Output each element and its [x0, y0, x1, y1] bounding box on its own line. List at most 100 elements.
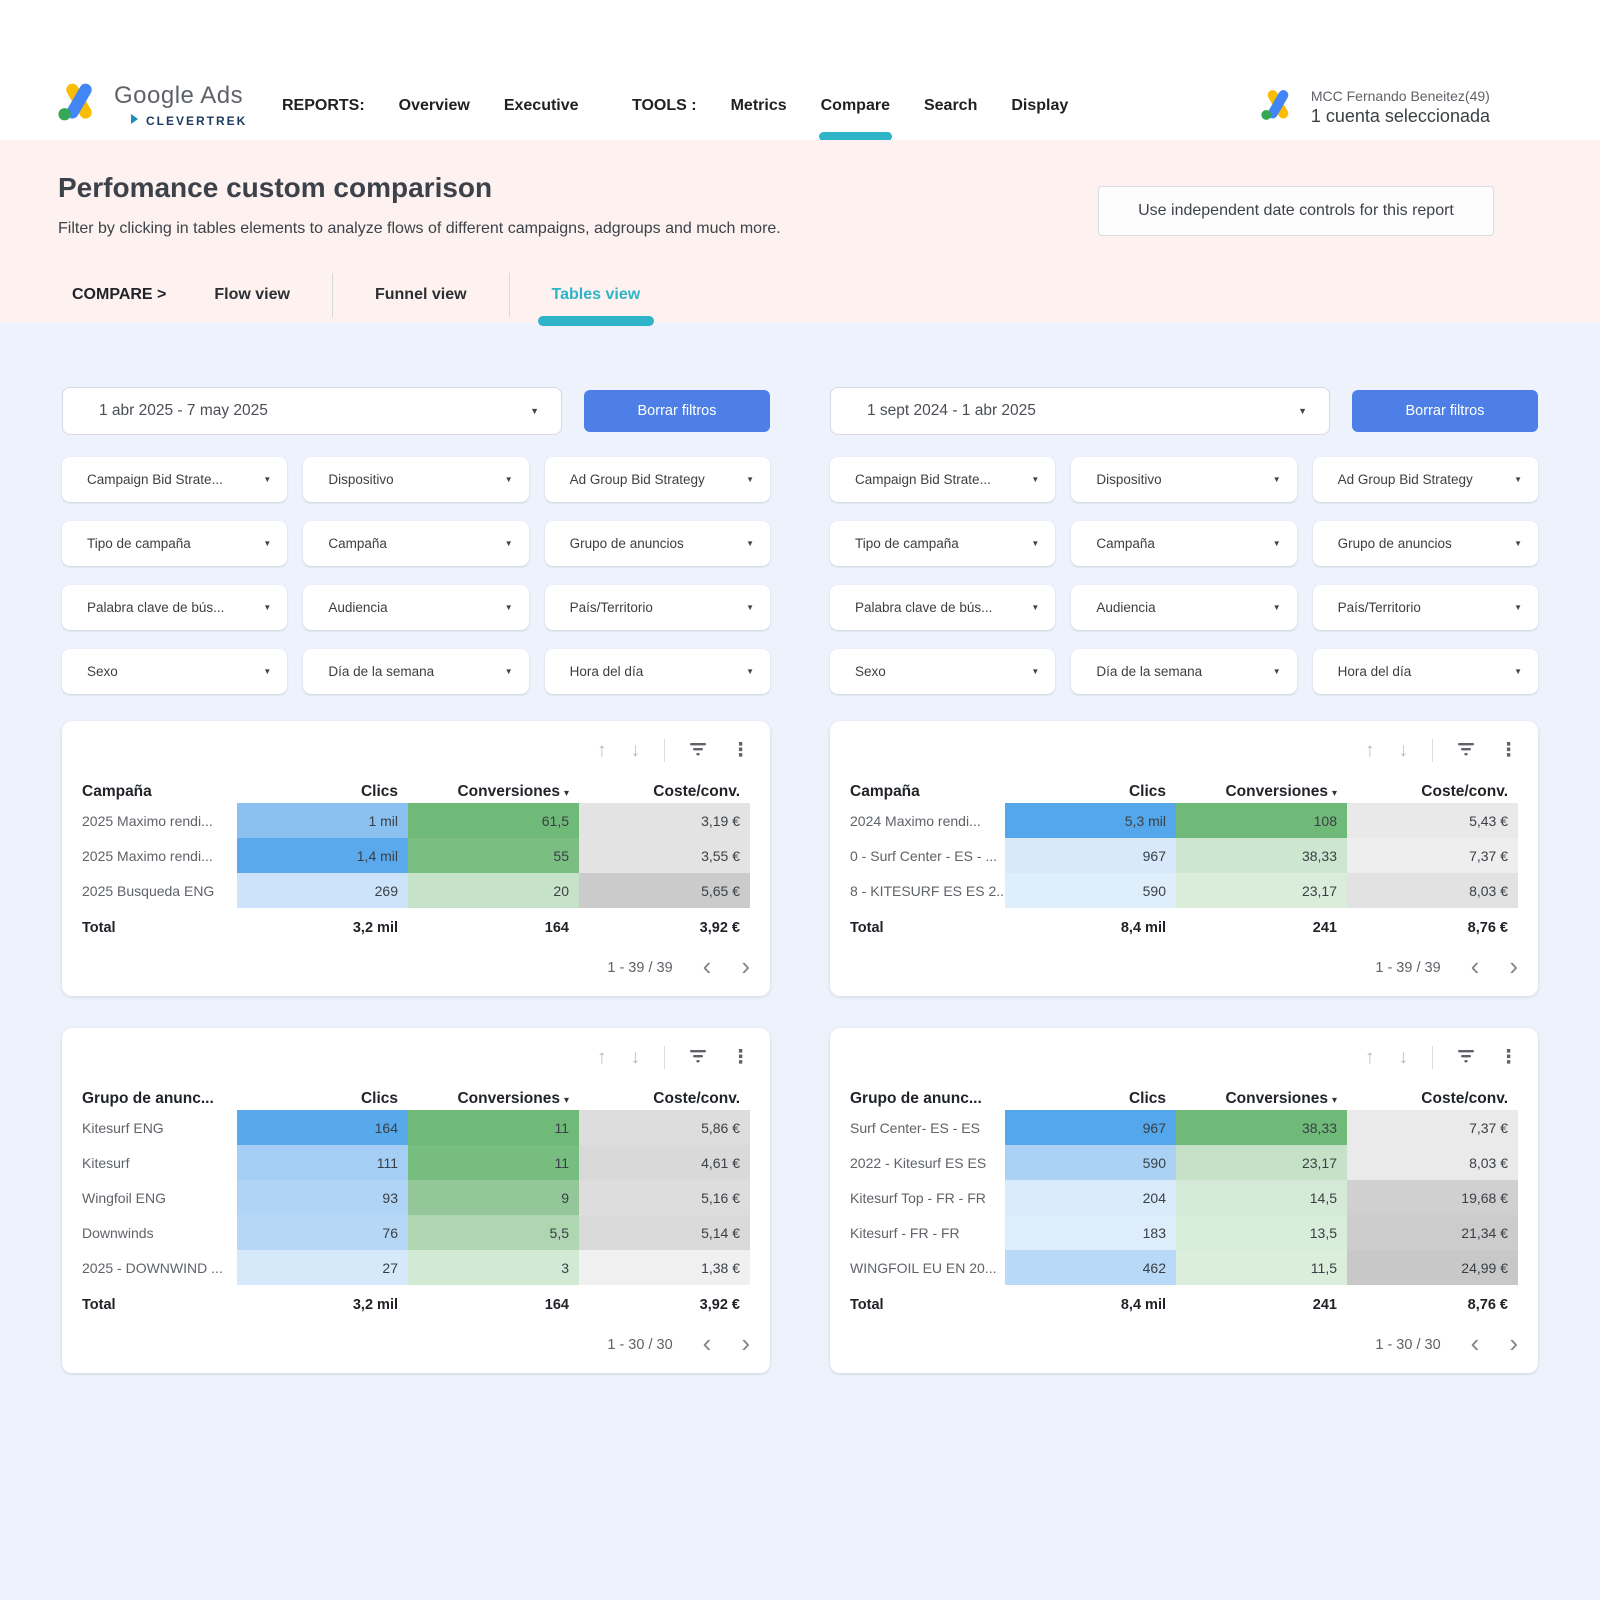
row-metric-cell[interactable]: 24,99 € [1347, 1250, 1518, 1285]
filter-pill-grupo-de-anuncios[interactable]: Grupo de anuncios ▼ [1312, 521, 1538, 566]
filter-pill-pa-s-territorio[interactable]: País/Territorio ▼ [544, 585, 770, 630]
nav-item-executive[interactable]: Executive [503, 97, 579, 114]
row-dimension-cell[interactable]: Kitesurf - FR - FR [850, 1224, 960, 1241]
filter-pill-sexo[interactable]: Sexo ▼ [62, 649, 288, 694]
column-header-conversiones[interactable]: Conversiones ▾ [457, 1090, 569, 1107]
row-metric-cell[interactable]: 3,19 € [579, 803, 750, 838]
filter-pill-tipo-de-campa-a[interactable]: Tipo de campaña ▼ [830, 521, 1056, 566]
row-metric-cell[interactable]: 23,17 [1176, 1145, 1347, 1180]
filter-pill-sexo[interactable]: Sexo ▼ [830, 649, 1056, 694]
row-metric-cell[interactable]: 5,65 € [579, 873, 750, 908]
row-metric-cell[interactable]: 204 [1005, 1180, 1176, 1215]
nav-item-compare[interactable]: Compare [818, 97, 893, 141]
row-metric-cell[interactable]: 27 [237, 1250, 408, 1285]
row-metric-cell[interactable]: 61,5 [408, 803, 579, 838]
filter-pill-palabra-clave-de-b-s-[interactable]: Palabra clave de bús... ▼ [62, 585, 288, 630]
row-dimension-cell[interactable]: 2025 Maximo rendi... [82, 847, 213, 864]
row-metric-cell[interactable]: 8,03 € [1347, 1145, 1518, 1180]
column-header-clics[interactable]: Clics [360, 783, 398, 800]
row-metric-cell[interactable]: 462 [1005, 1250, 1176, 1285]
row-metric-cell[interactable]: 21,34 € [1347, 1215, 1518, 1250]
nav-item-search[interactable]: Search [923, 97, 978, 114]
row-metric-cell[interactable]: 5,3 mil [1005, 803, 1176, 838]
row-dimension-cell[interactable]: 2025 Busqueda ENG [82, 882, 215, 899]
row-dimension-cell[interactable]: Downwinds [82, 1224, 154, 1241]
column-header-conversiones[interactable]: Conversiones ▾ [457, 783, 569, 800]
more-options-icon[interactable]: ⋮ [1499, 739, 1518, 761]
more-options-icon[interactable]: ⋮ [731, 739, 750, 761]
row-dimension-cell[interactable]: Wingfoil ENG [82, 1189, 167, 1206]
row-metric-cell[interactable]: 183 [1005, 1215, 1176, 1250]
column-header-dimension[interactable]: Campaña [82, 783, 152, 800]
filter-pill-grupo-de-anuncios[interactable]: Grupo de anuncios ▼ [544, 521, 770, 566]
row-metric-cell[interactable]: 14,5 [1176, 1180, 1347, 1215]
more-options-icon[interactable]: ⋮ [731, 1046, 750, 1068]
row-metric-cell[interactable]: 3,55 € [579, 838, 750, 873]
filter-pill-campaign-bid-strate-[interactable]: Campaign Bid Strate... ▼ [830, 457, 1056, 502]
column-header-clics[interactable]: Clics [1128, 783, 1166, 800]
row-metric-cell[interactable]: 7,37 € [1347, 838, 1518, 873]
column-header-coste-conv-[interactable]: Coste/conv. [653, 1090, 740, 1107]
row-metric-cell[interactable]: 13,5 [1176, 1215, 1347, 1250]
filter-pill-tipo-de-campa-a[interactable]: Tipo de campaña ▼ [62, 521, 288, 566]
row-metric-cell[interactable]: 967 [1005, 838, 1176, 873]
row-dimension-cell[interactable]: 2025 Maximo rendi... [82, 812, 213, 829]
row-dimension-cell[interactable]: 2025 - DOWNWIND ... [82, 1259, 223, 1276]
column-header-coste-conv-[interactable]: Coste/conv. [653, 783, 740, 800]
row-metric-cell[interactable]: 20 [408, 873, 579, 908]
next-page-icon[interactable]: › [1509, 1328, 1518, 1358]
row-dimension-cell[interactable]: Kitesurf [82, 1154, 130, 1171]
column-header-conversiones[interactable]: Conversiones ▾ [1225, 1090, 1337, 1107]
row-metric-cell[interactable]: 108 [1176, 803, 1347, 838]
date-range-select[interactable]: 1 abr 2025 - 7 may 2025 ▼ [62, 387, 562, 435]
row-metric-cell[interactable]: 11 [408, 1110, 579, 1145]
row-metric-cell[interactable]: 5,86 € [579, 1110, 750, 1145]
sort-descending-icon[interactable]: ↓ [1398, 739, 1409, 761]
row-metric-cell[interactable]: 8,03 € [1347, 873, 1518, 908]
row-metric-cell[interactable]: 11 [408, 1145, 579, 1180]
row-metric-cell[interactable]: 23,17 [1176, 873, 1347, 908]
sort-descending-icon[interactable]: ↓ [630, 739, 641, 761]
row-metric-cell[interactable]: 164 [237, 1110, 408, 1145]
row-metric-cell[interactable]: 111 [237, 1145, 408, 1180]
tab-tables-view[interactable]: Tables view [537, 286, 654, 326]
filter-icon[interactable] [1457, 741, 1475, 760]
nav-item-overview[interactable]: Overview [398, 97, 470, 114]
column-header-clics[interactable]: Clics [360, 1090, 398, 1107]
filter-pill-ad-group-bid-strategy[interactable]: Ad Group Bid Strategy ▼ [1312, 457, 1538, 502]
column-header-clics[interactable]: Clics [1128, 1090, 1166, 1107]
row-metric-cell[interactable]: 38,33 [1176, 1110, 1347, 1145]
row-metric-cell[interactable]: 967 [1005, 1110, 1176, 1145]
filter-pill-pa-s-territorio[interactable]: País/Territorio ▼ [1312, 585, 1538, 630]
prev-page-icon[interactable]: ‹ [702, 951, 712, 981]
independent-date-controls-button[interactable]: Use independent date controls for this r… [1098, 186, 1494, 236]
next-page-icon[interactable]: › [1509, 951, 1518, 981]
filter-pill-campaign-bid-strate-[interactable]: Campaign Bid Strate... ▼ [62, 457, 288, 502]
row-metric-cell[interactable]: 5,43 € [1347, 803, 1518, 838]
next-page-icon[interactable]: › [741, 951, 750, 981]
sort-descending-icon[interactable]: ↓ [1398, 1046, 1409, 1068]
row-metric-cell[interactable]: 4,61 € [579, 1145, 750, 1180]
filter-pill-dispositivo[interactable]: Dispositivo ▼ [303, 457, 529, 502]
prev-page-icon[interactable]: ‹ [1470, 951, 1480, 981]
row-dimension-cell[interactable]: 2024 Maximo rendi... [850, 812, 981, 829]
filter-icon[interactable] [1457, 1048, 1475, 1067]
row-metric-cell[interactable]: 7,37 € [1347, 1110, 1518, 1145]
clear-filters-button[interactable]: Borrar filtros [584, 390, 770, 432]
date-range-select[interactable]: 1 sept 2024 - 1 abr 2025 ▼ [830, 387, 1330, 435]
filter-pill-hora-del-d-a[interactable]: Hora del día ▼ [1312, 649, 1538, 694]
filter-pill-campa-a[interactable]: Campaña ▼ [1071, 521, 1297, 566]
sort-ascending-icon[interactable]: ↑ [1365, 1046, 1375, 1068]
column-header-conversiones[interactable]: Conversiones ▾ [1225, 783, 1337, 800]
row-dimension-cell[interactable]: Kitesurf ENG [82, 1119, 164, 1136]
filter-pill-dispositivo[interactable]: Dispositivo ▼ [1071, 457, 1297, 502]
filter-pill-d-a-de-la-semana[interactable]: Día de la semana ▼ [303, 649, 529, 694]
filter-pill-ad-group-bid-strategy[interactable]: Ad Group Bid Strategy ▼ [544, 457, 770, 502]
row-metric-cell[interactable]: 9 [408, 1180, 579, 1215]
row-metric-cell[interactable]: 1,4 mil [237, 838, 408, 873]
tab-funnel-view[interactable]: Funnel view [374, 286, 467, 303]
sort-descending-icon[interactable]: ↓ [630, 1046, 641, 1068]
filter-pill-palabra-clave-de-b-s-[interactable]: Palabra clave de bús... ▼ [830, 585, 1056, 630]
row-metric-cell[interactable]: 93 [237, 1180, 408, 1215]
row-metric-cell[interactable]: 38,33 [1176, 838, 1347, 873]
